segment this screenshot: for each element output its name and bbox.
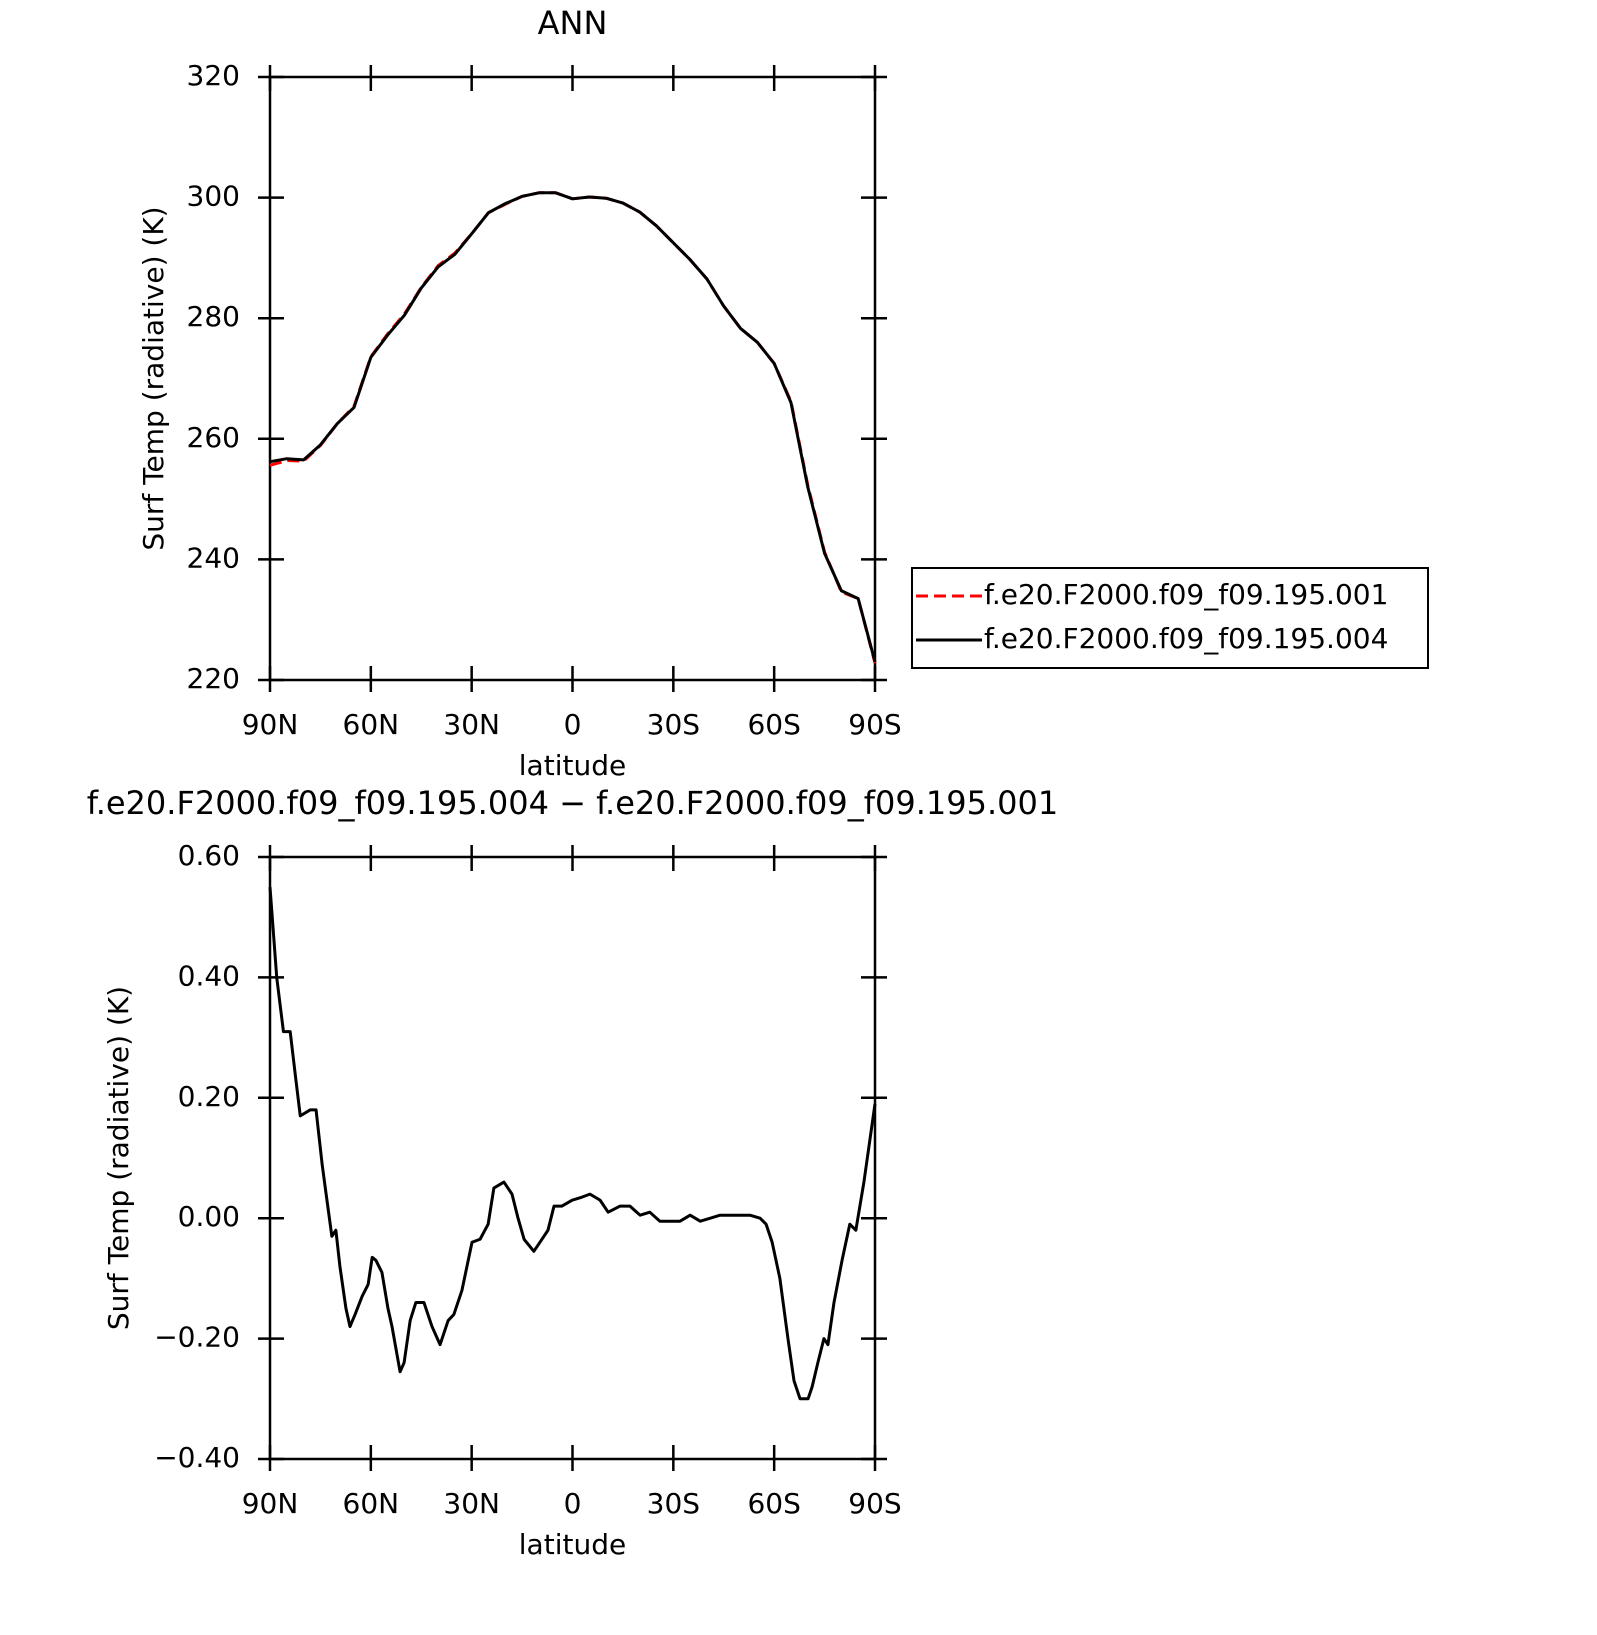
y-tick-label: 0.20: [178, 1080, 240, 1113]
y-tick-label: 220: [187, 662, 240, 695]
x-tick-label: 30N: [443, 1487, 500, 1520]
y-tick-label: −0.20: [154, 1321, 240, 1354]
x-tick-label: 60N: [343, 708, 400, 741]
y-tick-label: 240: [187, 541, 240, 574]
y-tick-label: 260: [187, 421, 240, 454]
x-tick-label: 30N: [443, 708, 500, 741]
data-line: [269, 191, 877, 663]
x-tick-label: 90N: [242, 1487, 299, 1520]
y-axis-label: Surf Temp (radiative) (K): [137, 206, 170, 550]
x-tick-label: 60N: [343, 1487, 400, 1520]
data-line: [269, 191, 877, 664]
y-tick-label: 0.00: [178, 1200, 240, 1233]
x-tick-label: 0: [564, 1487, 582, 1520]
y-tick-label: 320: [187, 59, 240, 92]
legend-label: f.e20.F2000.f09_f09.195.004: [984, 622, 1388, 655]
y-tick-label: −0.40: [154, 1441, 240, 1474]
x-tick-label: 30S: [647, 708, 700, 741]
x-tick-label: 90N: [242, 708, 299, 741]
x-tick-label: 90S: [848, 1487, 901, 1520]
plot-frame: [268, 75, 877, 682]
plot-frame: [268, 855, 877, 1461]
x-axis-label: latitude: [519, 1528, 626, 1561]
x-tick-label: 90S: [848, 708, 901, 741]
x-tick-label: 60S: [747, 708, 800, 741]
legend-label: f.e20.F2000.f09_f09.195.001: [984, 578, 1388, 611]
x-axis-label: latitude: [519, 749, 626, 782]
x-tick-label: 30S: [647, 1487, 700, 1520]
legend-box: [911, 567, 1429, 669]
x-tick-label: 0: [564, 708, 582, 741]
y-axis-label: Surf Temp (radiative) (K): [102, 986, 135, 1330]
y-tick-label: 300: [187, 180, 240, 213]
chart-title: ANN: [538, 4, 608, 42]
data-line: [268, 886, 877, 1401]
chart-title: f.e20.F2000.f09_f09.195.004 − f.e20.F200…: [87, 784, 1059, 822]
y-tick-label: 0.40: [178, 959, 240, 992]
y-tick-label: 280: [187, 300, 240, 333]
y-tick-label: 0.60: [178, 839, 240, 872]
x-tick-label: 60S: [747, 1487, 800, 1520]
